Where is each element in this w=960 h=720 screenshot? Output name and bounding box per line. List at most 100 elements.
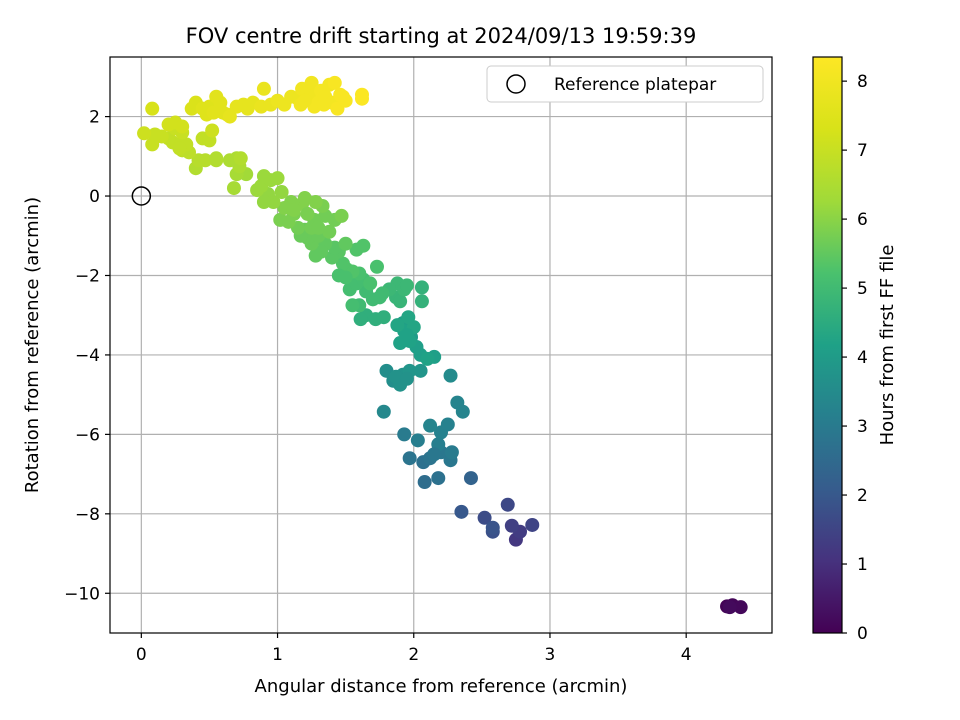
data-point [414,280,429,295]
x-tick-label: 1 [272,645,283,665]
data-point [308,194,323,209]
data-point [222,109,237,124]
data-point [417,475,432,490]
data-point [443,368,458,383]
legend-marker [506,74,526,94]
data-point [308,248,323,263]
data-point [420,351,435,366]
y-axis: −10 −8 −6 −4 −2 0 2 [64,108,110,604]
data-point [147,127,162,142]
data-point [256,81,271,96]
data-point [444,445,459,460]
data-point [338,93,353,108]
data-point [274,185,289,200]
x-axis-label: Angular distance from reference (arcmin) [255,676,628,697]
y-axis-label: Rotation from reference (arcmin) [22,197,43,493]
data-point [402,451,417,466]
colorbar-tick-label: 4 [857,348,868,368]
data-point [363,276,378,291]
data-point [397,427,412,442]
y-tick-label: 0 [89,187,100,207]
colorbar-tick-label: 5 [857,279,868,299]
data-point [354,91,369,106]
data-point [414,294,429,309]
data-point [345,298,360,313]
legend-label: Reference platepar [554,75,716,95]
y-tick-label: −6 [75,425,100,445]
data-point [477,510,492,525]
colorbar-label: Hours from first FF file [877,245,898,446]
data-point [316,97,331,112]
x-tick-label: 2 [408,645,419,665]
colorbar-tick-label: 0 [857,624,868,644]
data-point [455,404,470,419]
legend-box [486,65,764,103]
data-point [205,123,220,138]
data-point [233,151,248,166]
data-point [334,208,349,223]
data-point [399,371,414,386]
colorbar-tick-label: 7 [857,141,868,161]
data-point [335,256,350,271]
data-point [338,270,353,285]
data-point [431,471,446,486]
data-point [733,600,748,615]
data-point [401,310,416,325]
chart-title: FOV centre drift starting at 2024/09/13 … [186,24,697,48]
data-point [175,119,190,134]
colorbar-tick-label: 6 [857,210,868,230]
data-point [504,518,519,533]
data-point [322,224,337,239]
legend: Reference platepar [486,65,764,103]
data-point [440,417,455,432]
data-point [270,171,285,186]
x-tick-label: 3 [545,645,556,665]
data-point [525,517,540,532]
data-point [393,294,408,309]
data-point [454,504,469,519]
x-tick-label: 0 [136,645,147,665]
colorbar-tick-label: 1 [857,555,868,575]
colorbar-ticks: 0 1 2 3 4 5 6 7 8 [842,72,868,644]
data-point [413,363,428,378]
data-point [369,259,384,274]
data-point [209,151,224,166]
y-tick-label: −2 [75,266,100,286]
data-point [286,202,301,217]
colorbar-tick-label: 3 [857,417,868,437]
colorbar-tick-label: 2 [857,486,868,506]
data-point [137,126,152,141]
data-point [399,278,414,293]
data-point [427,447,442,462]
data-point [500,497,515,512]
y-tick-label: 2 [89,108,100,128]
x-tick-label: 4 [681,645,692,665]
data-point [226,181,241,196]
data-point [256,169,271,184]
data-point [256,194,271,209]
data-point [353,312,368,327]
data-point [349,242,364,257]
data-point [297,191,312,206]
data-point [376,310,391,325]
data-point [423,418,438,433]
reference-marker [131,186,152,206]
data-point [338,236,353,251]
y-tick-label: −4 [75,346,100,366]
data-point [327,75,342,90]
data-point [389,369,404,384]
data-point [463,471,478,486]
data-points [137,75,748,615]
data-point [390,318,405,333]
data-point [311,220,326,235]
data-point [722,600,737,615]
y-tick-label: −8 [75,505,100,525]
data-point [485,520,500,535]
data-point [304,75,319,90]
data-point [376,404,391,419]
data-point [300,206,315,221]
data-point [191,153,206,168]
data-point [145,101,160,116]
x-axis: 0 1 2 3 4 [136,633,692,665]
